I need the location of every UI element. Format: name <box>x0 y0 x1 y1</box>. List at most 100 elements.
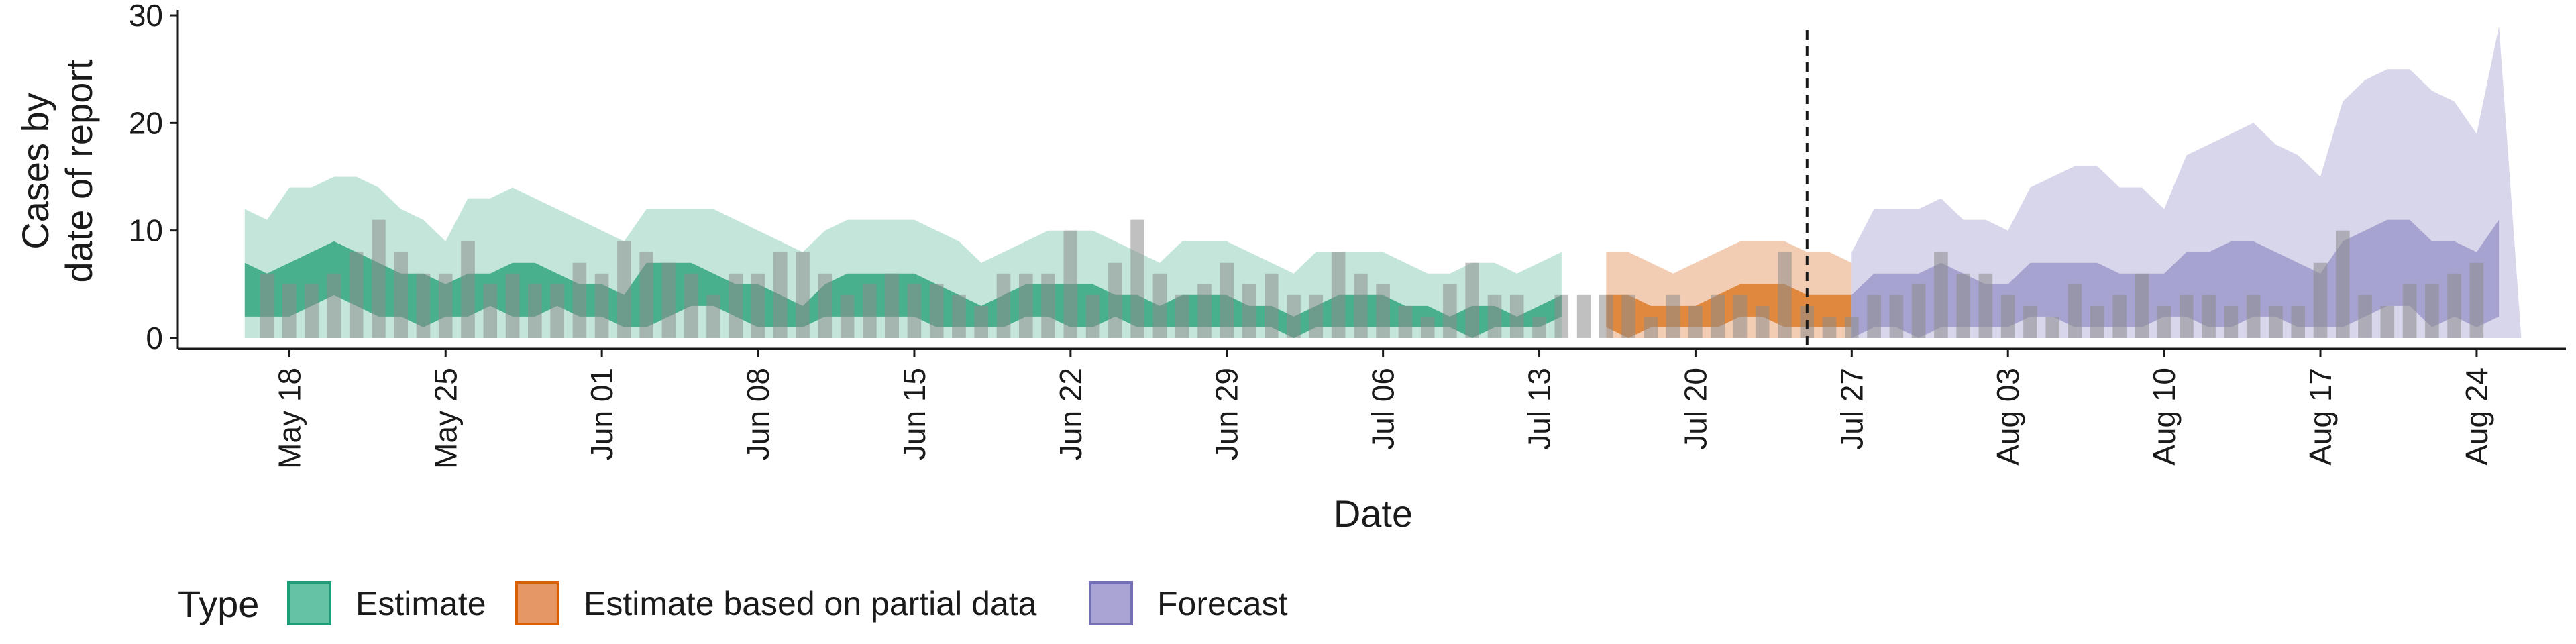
case-bar <box>863 284 877 338</box>
case-bar <box>1845 316 1859 338</box>
case-bar <box>1487 294 1502 338</box>
case-bar <box>1152 273 1167 338</box>
legend-key-1 <box>287 581 331 625</box>
case-bar <box>1041 273 1055 338</box>
case-bar <box>996 273 1011 338</box>
case-bar <box>572 262 587 338</box>
case-bar <box>1197 284 1212 338</box>
case-bar <box>2380 305 2395 338</box>
legend: Type Estimate Estimate based on partial d… <box>178 581 1288 625</box>
case-bar <box>1576 294 1591 338</box>
case-bar <box>394 252 408 338</box>
legend-label-3: Forecast <box>1157 585 1288 623</box>
case-bar <box>2112 294 2127 338</box>
case-bar <box>2358 294 2372 338</box>
case-bar <box>729 273 743 338</box>
case-bar <box>1019 273 1033 338</box>
case-bar <box>416 273 431 338</box>
x-axis: May 18 May 25 Jun 01 Jun 08 Jun 15 Jun 22 Jun … <box>178 347 2566 535</box>
x-tick-label: Jul 13 <box>1522 368 1557 450</box>
case-bar <box>438 273 453 338</box>
case-bar <box>2469 262 2484 338</box>
case-bar <box>684 273 698 338</box>
legend-title: Type <box>178 583 259 625</box>
case-bar <box>1644 316 1658 338</box>
x-tick-label: Jun 15 <box>897 368 932 460</box>
case-bar <box>483 284 498 338</box>
x-tick-labels: May 18 May 25 Jun 01 Jun 08 Jun 15 Jun 22 Jun … <box>272 349 2494 469</box>
case-bar <box>706 294 720 338</box>
case-bar <box>1867 294 1881 338</box>
case-bar <box>1085 294 1100 338</box>
case-bar <box>1130 219 1144 338</box>
x-tick-label: Aug 17 <box>2303 368 2338 466</box>
legend-label-2: Estimate based on partial data <box>584 585 1037 623</box>
y-tick-label: 20 <box>129 105 163 140</box>
case-bar <box>661 262 676 338</box>
x-axis-label: Date <box>1334 492 1413 535</box>
case-bar <box>1978 273 1993 338</box>
case-bar <box>639 252 653 338</box>
plot-area <box>244 26 2522 349</box>
case-bar <box>1934 252 1948 338</box>
case-bar <box>1509 294 1524 338</box>
case-bar <box>907 284 922 338</box>
x-tick-label: Jul 06 <box>1366 368 1401 450</box>
x-tick-label: Jul 27 <box>1834 368 1869 450</box>
case-bar <box>1376 284 1390 338</box>
case-bar <box>2023 305 2037 338</box>
x-tick-label: Jun 22 <box>1053 368 1088 460</box>
y-tick-label: 30 <box>129 0 163 33</box>
case-bar <box>1420 316 1435 338</box>
x-tick-label: Jul 20 <box>1678 368 1713 450</box>
case-bar <box>1599 294 1613 338</box>
y-axis-label-line-1: Cases by <box>14 93 56 249</box>
case-bar <box>1778 252 1792 338</box>
case-bar <box>1733 294 1748 338</box>
case-bar <box>1063 230 1078 338</box>
legend-key-2 <box>515 581 559 625</box>
case-bar <box>2224 305 2239 338</box>
x-tick-label: Aug 24 <box>2459 368 2494 466</box>
case-bar <box>505 273 520 338</box>
case-bar <box>1309 294 1324 338</box>
case-bar <box>1175 294 1189 338</box>
case-bar <box>2180 294 2194 338</box>
case-bar <box>1666 294 1680 338</box>
x-tick-label: Jun 29 <box>1210 368 1244 460</box>
case-bar <box>1532 316 1546 338</box>
case-bar <box>2202 294 2216 338</box>
case-bar <box>260 273 274 338</box>
case-bar <box>2291 305 2305 338</box>
case-bar <box>617 241 631 338</box>
case-bar <box>1354 273 1368 338</box>
x-tick-label: Aug 03 <box>1990 368 2025 466</box>
case-bar <box>2425 284 2439 338</box>
case-bar <box>2157 305 2171 338</box>
case-bar <box>1889 294 1904 338</box>
y-tick-label: 10 <box>129 213 163 248</box>
case-bar <box>1755 305 1770 338</box>
y-axis: 0 10 20 30 Cases by date of report <box>14 0 179 356</box>
x-tick-label: Jun 01 <box>584 368 619 460</box>
case-bar <box>1443 284 1457 338</box>
case-bar <box>773 252 788 338</box>
case-bar <box>594 273 609 338</box>
case-bar <box>1265 273 1279 338</box>
case-bar <box>885 273 899 338</box>
x-tick-label: Jun 08 <box>741 368 775 460</box>
case-bar <box>974 305 988 338</box>
case-bar <box>2313 262 2328 338</box>
case-bar <box>2135 273 2149 338</box>
case-bar <box>2402 284 2417 338</box>
y-axis-label-line-2: date of report <box>58 59 100 283</box>
case-bar <box>818 273 833 338</box>
case-bar <box>461 241 475 338</box>
case-bar <box>2447 273 2461 338</box>
case-bar <box>1331 252 1346 338</box>
case-bar <box>1287 294 1301 338</box>
case-bar <box>2000 294 2015 338</box>
y-tick-labels: 0 10 20 30 <box>129 0 178 356</box>
case-bar <box>282 284 297 338</box>
